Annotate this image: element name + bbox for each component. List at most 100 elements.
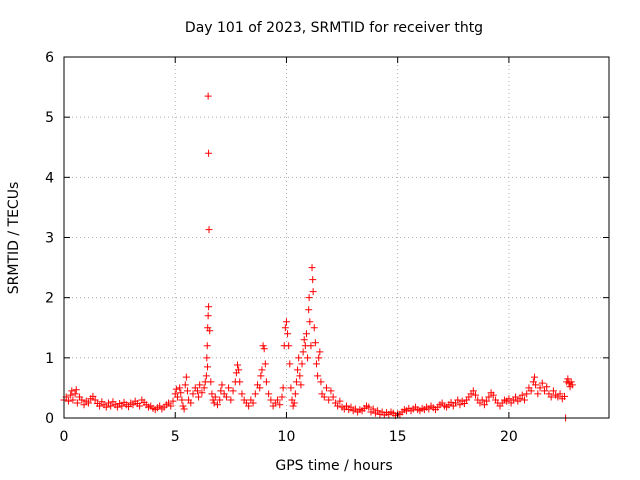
x-tick-label: 0 [60, 429, 69, 445]
data-point [549, 387, 557, 395]
data-point [286, 360, 294, 368]
data-point [469, 387, 477, 395]
data-point [299, 348, 307, 356]
data-point [203, 342, 211, 350]
y-tick-label: 3 [45, 231, 54, 247]
data-point [256, 384, 264, 392]
data-point [207, 378, 215, 386]
data-point [234, 361, 242, 369]
data-point [483, 397, 491, 405]
data-point [78, 396, 86, 404]
data-point [102, 403, 110, 411]
y-tick-labels: 0 1 2 3 4 5 6 [45, 50, 54, 427]
data-point [189, 390, 197, 398]
data-point [447, 398, 455, 406]
data-point [567, 378, 575, 386]
y-tick-label: 2 [45, 291, 54, 307]
y-axis-title: SRMTID / TECUs [6, 182, 22, 295]
data-point [208, 390, 216, 398]
data-point [284, 330, 292, 338]
data-point [176, 384, 184, 392]
data-point [334, 402, 342, 410]
data-point [305, 294, 313, 302]
data-point [216, 396, 224, 404]
data-point [309, 288, 317, 296]
data-point [80, 401, 88, 409]
data-point [89, 392, 97, 400]
data-point [505, 395, 513, 403]
x-tick-label: 15 [389, 429, 407, 445]
data-point [72, 386, 80, 394]
data-point [325, 396, 333, 404]
data-point [205, 226, 213, 234]
data-point [282, 318, 290, 326]
data-point [203, 363, 211, 371]
data-point [225, 384, 233, 392]
data-point [297, 381, 305, 389]
x-axis-title: GPS time / hours [275, 458, 392, 474]
data-point [129, 401, 137, 409]
data-point [200, 384, 208, 392]
data-point [73, 399, 81, 407]
data-point [296, 372, 304, 380]
data-point [179, 402, 187, 410]
data-point [327, 387, 335, 395]
data-point [177, 389, 185, 397]
data-point [307, 342, 315, 350]
data-point [203, 354, 211, 362]
data-point [265, 390, 273, 398]
data-point [300, 336, 308, 344]
data-point [125, 403, 133, 411]
y-tick-label: 4 [45, 170, 54, 186]
data-point [317, 378, 325, 386]
data-point [478, 396, 486, 404]
data-point [68, 387, 76, 395]
y-tick-label: 1 [45, 351, 54, 367]
data-point [187, 399, 195, 407]
data-point [196, 381, 204, 389]
chart-title: Day 101 of 2023, SRMTID for receiver tht… [185, 20, 483, 36]
axis-ticks [63, 56, 609, 419]
data-point [305, 306, 313, 314]
y-tick-label: 6 [45, 50, 54, 66]
data-point [536, 384, 544, 392]
y-tick-label: 0 [45, 411, 54, 427]
data-point [291, 390, 299, 398]
data-point [67, 391, 75, 399]
data-point [262, 378, 270, 386]
data-point [118, 402, 126, 410]
data-point [292, 378, 300, 386]
data-point [278, 393, 286, 401]
data-point [113, 403, 121, 411]
data-point [107, 402, 115, 410]
data-point [454, 396, 462, 404]
data-point [204, 312, 212, 320]
data-point [547, 393, 555, 401]
data-point [456, 401, 464, 409]
data-point [211, 393, 219, 401]
data-point [193, 387, 201, 395]
data-point [329, 393, 337, 401]
data-point [472, 391, 480, 399]
data-point [267, 396, 275, 404]
data-point [91, 396, 99, 404]
data-point [182, 373, 190, 381]
data-point [236, 378, 244, 386]
data-point [534, 390, 542, 398]
data-point [258, 366, 266, 374]
data-points [60, 92, 576, 422]
data-point [202, 372, 210, 380]
data-point [222, 393, 230, 401]
data-point [235, 366, 243, 374]
data-point [485, 393, 493, 401]
data-point [205, 149, 213, 157]
data-point [245, 402, 253, 410]
data-point [181, 381, 189, 389]
data-point [365, 403, 373, 411]
data-point [336, 397, 344, 405]
data-point [261, 360, 269, 368]
data-point [320, 393, 328, 401]
data-point [523, 390, 531, 398]
data-point [276, 401, 284, 409]
data-point [527, 387, 535, 395]
